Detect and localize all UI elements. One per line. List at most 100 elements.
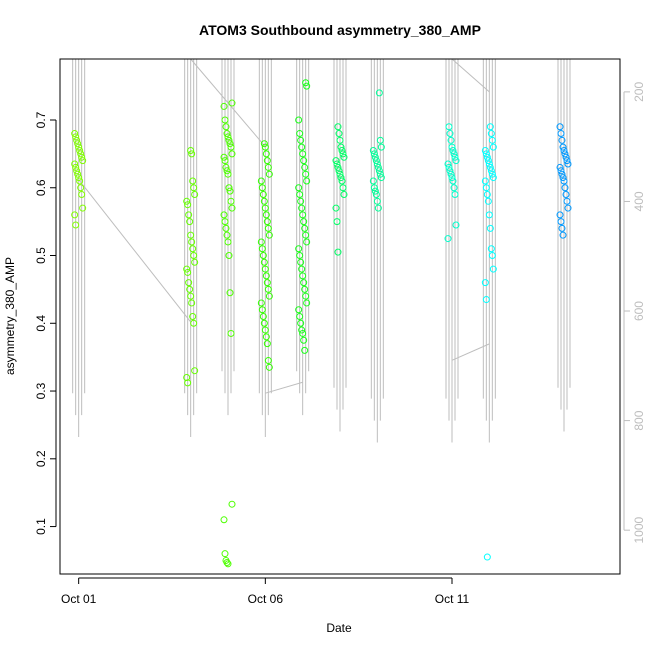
data-point — [221, 116, 229, 124]
data-point — [452, 221, 460, 229]
y-tick-label: 0.2 — [34, 450, 48, 467]
data-point — [76, 146, 84, 154]
data-point — [189, 313, 197, 320]
data-point — [301, 163, 309, 171]
data-point — [487, 130, 495, 138]
data-point — [259, 191, 267, 199]
data-point — [369, 177, 377, 185]
data-point — [482, 184, 490, 192]
data-point — [451, 191, 459, 199]
data-point — [373, 197, 381, 205]
data-point — [301, 346, 309, 354]
data-point — [450, 184, 458, 192]
data-point — [225, 136, 233, 144]
data-point — [265, 170, 273, 178]
data-point — [71, 130, 79, 138]
data-point — [296, 191, 304, 199]
data-point — [559, 174, 567, 182]
data-point — [221, 218, 229, 226]
data-point — [298, 265, 306, 273]
y-tick-label: 0.4 — [34, 315, 48, 332]
data-point — [75, 143, 83, 151]
data-point — [260, 140, 268, 148]
y-tick-label: 0.1 — [34, 518, 48, 535]
data-point — [184, 268, 192, 276]
data-point — [262, 150, 270, 158]
data-point — [445, 163, 453, 171]
data-point — [258, 184, 266, 192]
depth-trace-layer — [72, 58, 571, 443]
data-point — [222, 163, 230, 171]
depth-trace-connector — [190, 58, 266, 147]
data-point — [72, 133, 80, 141]
data-point — [559, 143, 567, 151]
data-point — [228, 500, 236, 508]
data-point — [265, 292, 273, 300]
data-point — [184, 201, 192, 209]
data-point — [562, 191, 570, 199]
data-point — [260, 319, 268, 327]
data-point — [335, 167, 343, 175]
data-point — [257, 177, 265, 185]
plot-frame — [59, 58, 621, 575]
data-point — [183, 265, 191, 273]
data-point — [451, 153, 459, 161]
data-point — [563, 197, 571, 205]
data-point — [444, 160, 452, 168]
data-point — [302, 292, 310, 300]
data-point — [483, 553, 491, 561]
data-point — [298, 326, 306, 334]
data-point — [220, 153, 228, 161]
data-point — [224, 133, 232, 141]
axes-layer: Oct 01 Oct 06 Oct 11 0.1 0.2 0.3 0.4 0.5 0.6 0.7 2… — [34, 82, 646, 606]
data-point — [71, 211, 79, 219]
data-point — [257, 299, 265, 307]
data-point — [297, 258, 305, 266]
data-point — [74, 140, 82, 148]
data-point — [74, 170, 82, 178]
depth-trace-connector — [451, 58, 490, 93]
data-point — [449, 146, 457, 154]
data-point — [370, 150, 378, 158]
data-point — [332, 204, 340, 212]
data-point — [257, 238, 265, 246]
data-point — [481, 146, 489, 154]
data-point — [298, 204, 306, 212]
data-point — [374, 204, 382, 212]
data-point — [261, 326, 269, 334]
y2-tick-label: 800 — [632, 410, 646, 430]
data-point — [264, 285, 272, 293]
data-point — [489, 174, 497, 182]
data-point — [561, 150, 569, 158]
data-point — [371, 153, 379, 161]
data-point — [183, 197, 191, 205]
data-point — [296, 130, 304, 138]
data-point — [191, 258, 199, 266]
y-tick-label: 0.3 — [34, 382, 48, 399]
data-point — [372, 191, 380, 199]
data-point — [334, 248, 342, 256]
y-tick-label: 0.7 — [34, 111, 48, 128]
data-point — [263, 218, 271, 226]
data-point — [377, 174, 385, 182]
data-point — [489, 143, 497, 151]
data-point — [447, 136, 455, 144]
data-point — [488, 136, 496, 144]
data-point — [226, 289, 234, 297]
data-point — [225, 252, 233, 260]
data-point — [560, 146, 568, 154]
data-point — [448, 143, 456, 151]
data-point — [190, 252, 198, 260]
data-point — [558, 136, 566, 144]
data-point — [75, 174, 83, 182]
data-point — [486, 123, 494, 131]
data-point — [77, 150, 85, 158]
points-layer — [71, 79, 572, 568]
data-point — [559, 231, 567, 239]
data-point — [190, 319, 198, 327]
data-point — [223, 558, 231, 566]
data-point — [373, 160, 381, 168]
data-point — [556, 123, 564, 131]
data-point — [481, 177, 489, 185]
